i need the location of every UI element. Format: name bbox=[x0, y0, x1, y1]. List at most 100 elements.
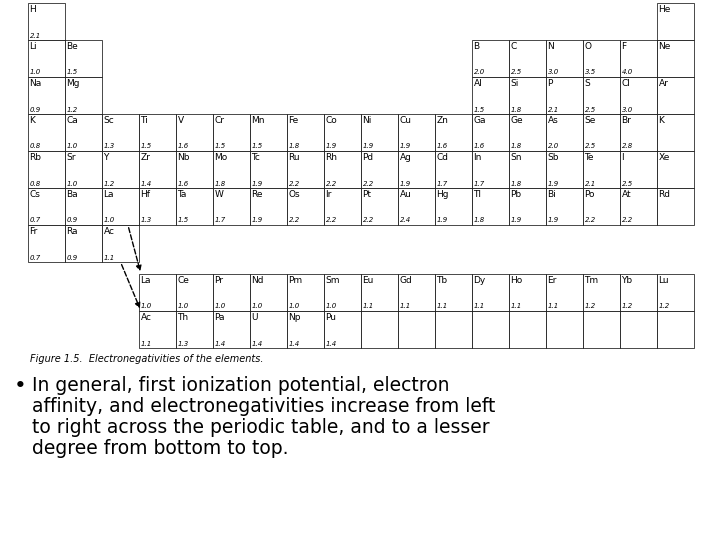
Text: 0.9: 0.9 bbox=[30, 106, 41, 112]
Text: 1.2: 1.2 bbox=[104, 180, 115, 186]
Bar bbox=[509, 114, 546, 151]
Text: 1.8: 1.8 bbox=[511, 106, 522, 112]
Text: 2.2: 2.2 bbox=[622, 218, 634, 224]
Text: Er: Er bbox=[547, 276, 557, 285]
Text: 2.8: 2.8 bbox=[622, 144, 634, 150]
Bar bbox=[657, 311, 694, 348]
Text: 1.9: 1.9 bbox=[326, 144, 337, 150]
Bar bbox=[324, 114, 361, 151]
Bar bbox=[250, 151, 287, 188]
Bar bbox=[324, 274, 361, 311]
Text: In general, first ionization potential, electron: In general, first ionization potential, … bbox=[32, 376, 449, 395]
Text: 1.5: 1.5 bbox=[215, 144, 226, 150]
Text: 2.4: 2.4 bbox=[400, 218, 411, 224]
Text: Ac: Ac bbox=[140, 313, 151, 322]
Text: Cl: Cl bbox=[621, 79, 631, 88]
Text: Tc: Tc bbox=[251, 153, 261, 162]
Bar bbox=[28, 114, 65, 151]
Bar bbox=[472, 40, 509, 77]
Text: Ir: Ir bbox=[325, 190, 332, 199]
Text: 1.8: 1.8 bbox=[511, 144, 522, 150]
Text: Pr: Pr bbox=[215, 276, 223, 285]
Text: F: F bbox=[621, 42, 626, 51]
Bar bbox=[176, 151, 213, 188]
Bar bbox=[509, 274, 546, 311]
Bar bbox=[472, 77, 509, 114]
Text: Fe: Fe bbox=[289, 116, 299, 125]
Bar bbox=[324, 151, 361, 188]
Text: 1.3: 1.3 bbox=[141, 218, 152, 224]
Text: 1.2: 1.2 bbox=[585, 303, 596, 309]
Text: K: K bbox=[30, 116, 35, 125]
Bar bbox=[250, 311, 287, 348]
Text: 2.1: 2.1 bbox=[548, 106, 559, 112]
Text: Np: Np bbox=[289, 313, 301, 322]
Text: Re: Re bbox=[251, 190, 263, 199]
Bar bbox=[287, 311, 324, 348]
Text: 1.3: 1.3 bbox=[178, 341, 189, 347]
Text: Te: Te bbox=[585, 153, 594, 162]
Text: Sn: Sn bbox=[510, 153, 522, 162]
Text: 2.2: 2.2 bbox=[363, 180, 374, 186]
Text: Nd: Nd bbox=[251, 276, 264, 285]
Bar bbox=[28, 3, 65, 40]
Text: Ne: Ne bbox=[659, 42, 671, 51]
Text: Mo: Mo bbox=[215, 153, 228, 162]
Text: 1.9: 1.9 bbox=[363, 144, 374, 150]
Text: Ti: Ti bbox=[140, 116, 148, 125]
Text: Cr: Cr bbox=[215, 116, 225, 125]
Text: Nb: Nb bbox=[178, 153, 190, 162]
Bar bbox=[102, 225, 139, 262]
Text: 2.1: 2.1 bbox=[585, 180, 596, 186]
Text: 2.2: 2.2 bbox=[363, 218, 374, 224]
Text: Tb: Tb bbox=[436, 276, 448, 285]
Bar bbox=[657, 3, 694, 40]
Text: Co: Co bbox=[325, 116, 337, 125]
Bar bbox=[620, 151, 657, 188]
Text: 3.0: 3.0 bbox=[622, 106, 634, 112]
Text: Figure 1.5.  Electronegativities of the elements.: Figure 1.5. Electronegativities of the e… bbox=[30, 354, 264, 364]
Text: degree from bottom to top.: degree from bottom to top. bbox=[32, 439, 289, 458]
Text: Be: Be bbox=[66, 42, 78, 51]
Text: 1.4: 1.4 bbox=[289, 341, 300, 347]
Text: Ce: Ce bbox=[178, 276, 189, 285]
Bar bbox=[28, 40, 65, 77]
Text: Se: Se bbox=[585, 116, 596, 125]
Text: Ge: Ge bbox=[510, 116, 523, 125]
Text: 1.4: 1.4 bbox=[326, 341, 337, 347]
Bar bbox=[102, 114, 139, 151]
Text: 1.0: 1.0 bbox=[178, 303, 189, 309]
Text: 1.8: 1.8 bbox=[511, 180, 522, 186]
Text: 2.2: 2.2 bbox=[326, 218, 337, 224]
Bar bbox=[583, 188, 620, 225]
Bar bbox=[657, 274, 694, 311]
Text: 1.5: 1.5 bbox=[141, 144, 152, 150]
Bar bbox=[398, 311, 435, 348]
Text: K: K bbox=[659, 116, 665, 125]
Text: 1.0: 1.0 bbox=[67, 180, 78, 186]
Text: Tm: Tm bbox=[585, 276, 598, 285]
Bar bbox=[102, 188, 139, 225]
Text: 1.4: 1.4 bbox=[215, 341, 226, 347]
Text: 1.4: 1.4 bbox=[141, 180, 152, 186]
Text: Po: Po bbox=[585, 190, 595, 199]
Text: Ni: Ni bbox=[362, 116, 372, 125]
Bar bbox=[139, 114, 176, 151]
Text: Au: Au bbox=[400, 190, 411, 199]
Text: Cs: Cs bbox=[30, 190, 40, 199]
Bar bbox=[213, 274, 250, 311]
Text: Zn: Zn bbox=[436, 116, 449, 125]
Text: Ac: Ac bbox=[104, 227, 114, 236]
Bar bbox=[435, 274, 472, 311]
Bar bbox=[583, 274, 620, 311]
Bar bbox=[509, 77, 546, 114]
Bar bbox=[250, 114, 287, 151]
Text: Pb: Pb bbox=[510, 190, 521, 199]
Bar bbox=[65, 40, 102, 77]
Bar bbox=[472, 311, 509, 348]
Text: 1.1: 1.1 bbox=[104, 254, 115, 260]
Text: 0.8: 0.8 bbox=[30, 144, 41, 150]
Text: Ba: Ba bbox=[66, 190, 78, 199]
Bar bbox=[139, 311, 176, 348]
Bar bbox=[287, 114, 324, 151]
